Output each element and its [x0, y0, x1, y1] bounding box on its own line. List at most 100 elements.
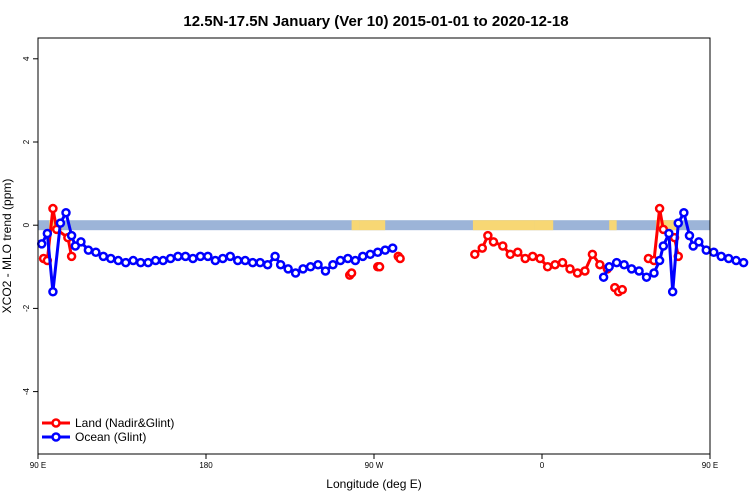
- data-point: [350, 255, 361, 266]
- data-point: [218, 253, 228, 264]
- plot-frame: [37, 37, 711, 455]
- chart-title: 12.5N-17.5N January (Ver 10) 2015-01-01 …: [183, 13, 568, 30]
- data-point: [298, 264, 308, 274]
- data-point: [270, 251, 280, 262]
- data-point: [512, 247, 523, 257]
- data-point: [61, 207, 71, 218]
- data-point: [283, 264, 293, 274]
- data-point: [488, 237, 499, 247]
- data-point: [658, 241, 669, 251]
- data-point: [128, 255, 138, 266]
- y-tick-label: 0: [22, 222, 31, 227]
- data-point: [649, 268, 659, 278]
- data-point: [477, 243, 488, 253]
- data-point: [66, 251, 77, 262]
- data-point: [684, 230, 695, 241]
- surface-type-bar: [38, 220, 710, 231]
- data-point: [343, 253, 353, 264]
- data-point: [91, 247, 101, 257]
- data-point: [247, 257, 258, 268]
- data-point: [520, 253, 530, 264]
- data-point: [358, 251, 368, 262]
- data-point: [580, 266, 590, 276]
- x-tick-label: 180: [199, 461, 213, 470]
- data-point: [708, 247, 719, 257]
- data-point: [654, 255, 665, 266]
- data-point: [150, 255, 161, 266]
- land-band: [609, 220, 617, 231]
- legend: Land (Nadir&Glint)Ocean (Glint): [42, 416, 174, 444]
- y-tick-label: -2: [22, 304, 31, 312]
- data-point: [626, 264, 637, 274]
- data-point: [654, 203, 665, 214]
- data-point: [483, 230, 493, 241]
- x-tick-label: 90 E: [702, 461, 718, 470]
- data-point: [565, 264, 575, 274]
- data-point: [203, 251, 213, 262]
- data-point: [395, 253, 405, 264]
- legend-swatch-marker: [51, 418, 61, 428]
- data-point: [143, 257, 153, 268]
- y-axis: -4 -2 0 2 4: [22, 56, 38, 395]
- data-point: [557, 257, 568, 268]
- data-point: [36, 239, 47, 249]
- data-point: [634, 266, 644, 276]
- data-point: [165, 253, 176, 264]
- data-point: [498, 241, 508, 251]
- data-point: [664, 228, 674, 239]
- data-point: [694, 237, 704, 247]
- data-point: [106, 253, 116, 264]
- x-axis: 90 E 180 90 W 0 90 E: [30, 454, 718, 470]
- land-band: [655, 220, 679, 231]
- data-point: [673, 218, 684, 228]
- data-point: [738, 257, 749, 268]
- data-point: [380, 245, 390, 255]
- data-point: [641, 272, 652, 282]
- data-point: [372, 247, 383, 257]
- data-point: [470, 249, 480, 260]
- data-point: [723, 253, 734, 264]
- data-point: [83, 245, 94, 255]
- data-point: [604, 262, 614, 272]
- data-point: [731, 255, 741, 266]
- data-point: [135, 257, 146, 268]
- data-point: [598, 272, 609, 282]
- data-point: [98, 251, 109, 262]
- data-point: [255, 257, 265, 268]
- data-point: [346, 268, 357, 278]
- data-point: [113, 255, 124, 266]
- data-point: [210, 255, 221, 266]
- y-tick-label: 2: [22, 139, 31, 144]
- data-point: [527, 251, 538, 262]
- data-point: [195, 251, 206, 262]
- data-point: [595, 259, 605, 270]
- series-land: [38, 203, 684, 297]
- data-point: [667, 287, 678, 297]
- data-point: [240, 255, 250, 266]
- data-point: [76, 237, 86, 247]
- x-tick-label: 90 W: [365, 461, 384, 470]
- data-point: [374, 262, 385, 272]
- legend-label: Ocean (Glint): [75, 430, 146, 444]
- data-point: [313, 259, 323, 270]
- y-axis-label: XCO2 - MLO trend (ppm): [0, 179, 14, 314]
- data-point: [305, 262, 316, 272]
- data-point: [328, 259, 338, 270]
- data-point: [611, 257, 622, 268]
- data-point: [173, 251, 183, 262]
- data-point: [180, 251, 191, 262]
- data-point: [225, 251, 236, 262]
- data-point: [232, 255, 243, 266]
- land-band: [472, 220, 535, 231]
- land-band: [534, 220, 554, 231]
- data-point: [188, 253, 198, 264]
- data-point: [572, 268, 583, 278]
- data-point: [320, 266, 331, 276]
- data-point: [120, 257, 131, 268]
- data-point: [617, 284, 628, 295]
- data-point: [387, 243, 398, 253]
- y-tick-label: -4: [22, 387, 31, 395]
- data-point: [587, 249, 598, 260]
- data-point: [535, 253, 545, 264]
